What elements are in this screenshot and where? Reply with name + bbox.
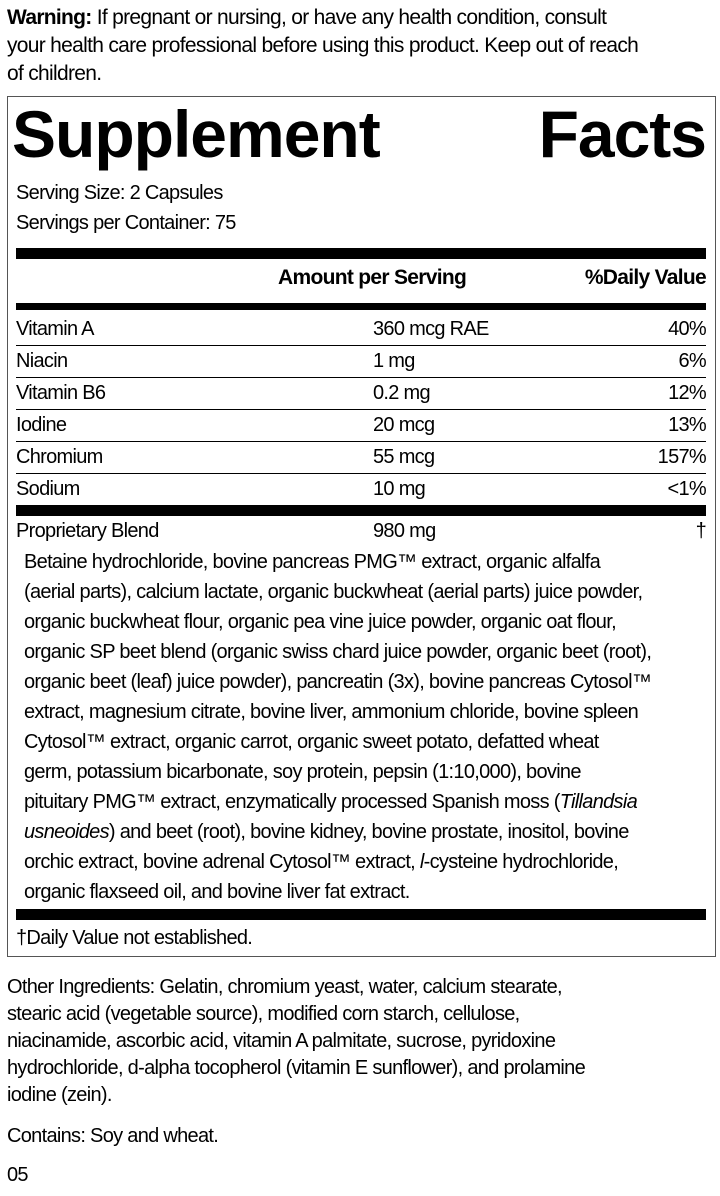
nutrient-dv: 12%: [668, 382, 707, 404]
nutrient-row: Chromium 55 mcg 157%: [16, 442, 707, 474]
other-ingredients-line: hydrochloride, d-alpha tocopherol (vitam…: [7, 1057, 586, 1079]
nutrient-dv: 6%: [678, 350, 706, 372]
blend-ingredients-line: Betaine hydrochloride, bovine pancreas P…: [24, 547, 651, 577]
text-segment: extract, magnesium citrate, bovine liver…: [24, 701, 639, 723]
warning-line: of children.: [7, 62, 102, 85]
nutrient-name: Vitamin A: [16, 318, 95, 340]
italic-text: usneoides: [24, 821, 110, 843]
blend-ingredients-line: Cytosol™ extract, organic carrot, organi…: [24, 727, 651, 757]
text-segment: ) and beet (root), bovine kidney, bovine…: [108, 821, 629, 843]
divider-thick: [16, 248, 706, 259]
text-segment: germ, potassium bicarbonate, soy protein…: [24, 761, 581, 783]
warning-line: If pregnant or nursing, or have any heal…: [91, 6, 607, 29]
blend-ingredients-line: organic SP beet blend (organic swiss cha…: [24, 637, 652, 667]
other-ingredients-line: niacinamide, ascorbic acid, vitamin A pa…: [7, 1030, 556, 1052]
nutrient-name: Iodine: [16, 414, 67, 436]
italic-text: Tillandsia: [559, 791, 638, 813]
text-segment: orchic extract, bovine adrenal Cytosol™ …: [24, 851, 420, 873]
nutrient-amount: 1 mg: [373, 350, 415, 372]
nutrient-name: Sodium: [16, 478, 80, 500]
other-ingredients: Other Ingredients: Gelatin, chromium yea…: [7, 974, 586, 1109]
nutrient-dv: 157%: [657, 446, 707, 468]
text-segment: Betaine hydrochloride, bovine pancreas P…: [24, 551, 601, 573]
footnote: †Daily Value not established.: [16, 927, 253, 949]
text-segment: (aerial parts), calcium lactate, organic…: [24, 581, 643, 603]
title-word: Facts: [538, 97, 707, 171]
divider-medium: [16, 303, 706, 310]
product-code: 05: [7, 1164, 29, 1186]
nutrient-name: Chromium: [16, 446, 103, 468]
warning-line: your health care professional before usi…: [7, 34, 639, 57]
nutrient-amount: 55 mcg: [373, 446, 435, 468]
nutrient-amount: 10 mg: [373, 478, 426, 500]
blend-ingredients-line: organic beet (leaf) juice powder), pancr…: [24, 667, 652, 697]
blend-ingredients-line: pituitary PMG™ extract, enzymatically pr…: [24, 787, 651, 817]
nutrient-dv: 40%: [668, 318, 707, 340]
text-segment: organic buckwheat flour, organic pea vin…: [24, 611, 617, 633]
italic-text: l: [419, 851, 424, 873]
column-header-amount: Amount per Serving: [278, 266, 467, 289]
divider-thick: [16, 909, 706, 920]
blend-amount: 980 mg: [373, 520, 436, 542]
text-segment: Cytosol™ extract, organic carrot, organi…: [24, 731, 599, 753]
text-segment: organic SP beet blend (organic swiss cha…: [24, 641, 652, 663]
other-ingredients-line: stearic acid (vegetable source), modifie…: [7, 1003, 520, 1025]
text-segment: organic beet (leaf) juice powder), pancr…: [24, 671, 652, 693]
contains-statement: Contains: Soy and wheat.: [7, 1125, 219, 1147]
blend-ingredients-line: orchic extract, bovine adrenal Cytosol™ …: [24, 847, 651, 877]
servings-per-container: Servings per Container: 75: [16, 212, 236, 234]
serving-size: Serving Size: 2 Capsules: [16, 182, 223, 204]
nutrient-amount: 360 mcg RAE: [373, 318, 489, 340]
nutrient-name: Vitamin B6: [16, 382, 106, 404]
nutrient-name: Niacin: [16, 350, 68, 372]
nutrient-row: Iodine 20 mcg 13%: [16, 410, 707, 442]
other-ingredients-line: Other Ingredients: Gelatin, chromium yea…: [7, 976, 563, 998]
nutrient-amount: 0.2 mg: [373, 382, 431, 404]
other-ingredients-line: iodine (zein).: [7, 1084, 112, 1106]
nutrient-dv: <1%: [667, 478, 707, 500]
column-header-dv: %Daily Value: [584, 266, 707, 289]
warning-text: Warning: If pregnant or nursing, or have…: [7, 4, 719, 88]
blend-ingredients-line: germ, potassium bicarbonate, soy protein…: [24, 757, 651, 787]
nutrient-amount: 20 mcg: [373, 414, 435, 436]
blend-ingredients: Betaine hydrochloride, bovine pancreas P…: [24, 547, 652, 907]
panel-title: Supplement Facts: [12, 97, 707, 171]
blend-dv: †: [695, 520, 707, 542]
divider-thick: [16, 505, 706, 516]
blend-ingredients-line: usneoides) and beet (root), bovine kidne…: [24, 817, 651, 847]
supplement-facts-panel: [7, 96, 716, 957]
blend-row: Proprietary Blend 980 mg †: [16, 516, 707, 548]
nutrient-row: Niacin 1 mg 6%: [16, 346, 707, 378]
blend-ingredients-line: extract, magnesium citrate, bovine liver…: [24, 697, 651, 727]
text-segment: organic flaxseed oil, and bovine liver f…: [24, 881, 410, 903]
nutrient-dv: 13%: [668, 414, 707, 436]
blend-ingredients-line: organic buckwheat flour, organic pea vin…: [24, 607, 651, 637]
warning-label: Warning:: [7, 6, 92, 29]
blend-name: Proprietary Blend: [16, 520, 159, 542]
text-segment: pituitary PMG™ extract, enzymatically pr…: [24, 791, 560, 813]
blend-ingredients-line: (aerial parts), calcium lactate, organic…: [24, 577, 651, 607]
text-segment: -cysteine hydrochloride,: [423, 851, 619, 873]
nutrient-row: Sodium 10 mg <1%: [16, 474, 707, 506]
title-word: Supplement: [12, 97, 381, 171]
nutrient-row: Vitamin B6 0.2 mg 12%: [16, 378, 707, 410]
nutrient-row: Vitamin A 360 mcg RAE 40%: [16, 314, 707, 346]
blend-ingredients-line: organic flaxseed oil, and bovine liver f…: [24, 877, 651, 907]
